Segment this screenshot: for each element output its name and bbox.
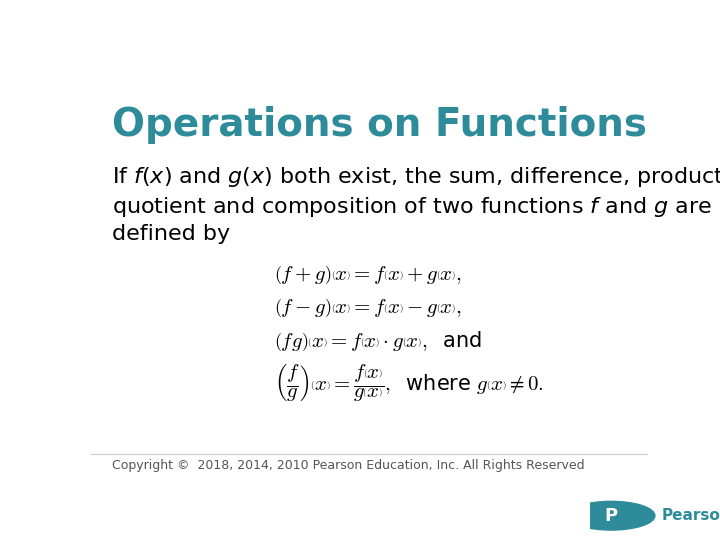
Text: defined by: defined by [112,225,230,245]
Text: Copyright ©  2018, 2014, 2010 Pearson Education, Inc. All Rights Reserved: Copyright © 2018, 2014, 2010 Pearson Edu… [112,460,585,472]
Text: P: P [605,507,618,525]
Text: Pearson: Pearson [662,508,720,523]
Text: quotient and composition of two functions $f$ and $g$ are: quotient and composition of two function… [112,194,712,219]
Text: $\left(f+g\right)\left(x\right)=f\left(x\right)+g\left(x\right),$: $\left(f+g\right)\left(x\right)=f\left(x… [274,264,462,286]
Circle shape [567,501,655,530]
Text: $\left(\dfrac{f}{g}\right)\left(x\right)=\dfrac{f\left(x\right)}{g\left(x\right): $\left(\dfrac{f}{g}\right)\left(x\right)… [274,362,544,403]
Text: Operations on Functions: Operations on Functions [112,106,647,144]
Text: If $f(x)$ and $g(x)$ both exist, the sum, difference, product,: If $f(x)$ and $g(x)$ both exist, the sum… [112,165,720,188]
Text: $\left(fg\right)\left(x\right)=f\left(x\right)\cdot g\left(x\right),\;$ and: $\left(fg\right)\left(x\right)=f\left(x\… [274,329,482,353]
Text: $\left(f-g\right)\left(x\right)=f\left(x\right)-g\left(x\right),$: $\left(f-g\right)\left(x\right)=f\left(x… [274,297,462,319]
